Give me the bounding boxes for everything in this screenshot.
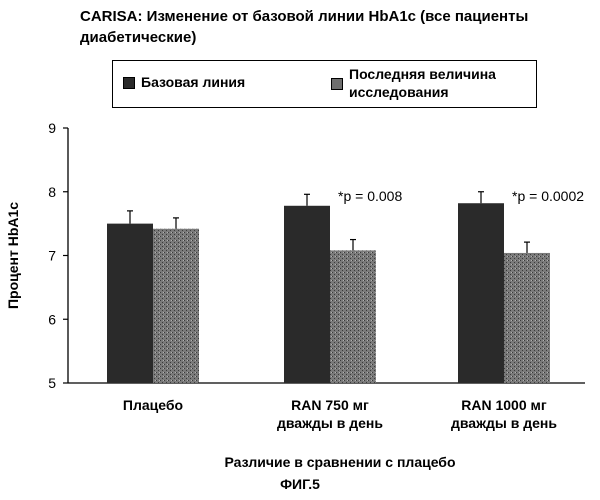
- legend-item-baseline: Базовая линия: [123, 73, 245, 91]
- y-tick-label: 5: [48, 375, 56, 391]
- x-tick-label: RAN 750 мг: [291, 397, 369, 413]
- p-value-annotation: *p = 0.008: [338, 188, 402, 204]
- legend-swatch-final: [331, 78, 343, 90]
- x-tick-label: Плацебо: [123, 397, 183, 413]
- p-value-annotation: *p = 0.0002: [512, 188, 584, 204]
- bar-final: [504, 252, 550, 383]
- legend-item-final: Последняя величина исследования: [331, 65, 531, 101]
- bar-baseline: [284, 205, 330, 383]
- x-tick-label: RAN 1000 мг: [461, 397, 547, 413]
- bar-baseline: [107, 223, 153, 383]
- y-axis-label: Процент HbA1c: [5, 202, 21, 309]
- legend-label-baseline: Базовая линия: [141, 74, 246, 90]
- y-tick-label: 7: [48, 248, 56, 264]
- y-tick-label: 6: [48, 311, 56, 327]
- chart-title: CARISA: Изменение от базовой линии HbA1c…: [80, 8, 529, 46]
- y-tick-label: 9: [48, 120, 56, 136]
- bar-final: [330, 250, 376, 383]
- x-tick-label: дважды в день: [451, 415, 557, 431]
- x-axis-label: Различие в сравнении с плацебо: [224, 454, 455, 470]
- legend-label-final: Последняя величина исследования: [349, 66, 496, 100]
- bar-final: [153, 228, 199, 383]
- legend-swatch-baseline: [123, 77, 135, 89]
- x-tick-label: дважды в день: [277, 415, 383, 431]
- figure-label: ФИГ.5: [280, 476, 320, 492]
- bar-baseline: [458, 203, 504, 383]
- y-tick-label: 8: [48, 184, 56, 200]
- legend: Базовая линия Последняя величина исследо…: [112, 60, 537, 108]
